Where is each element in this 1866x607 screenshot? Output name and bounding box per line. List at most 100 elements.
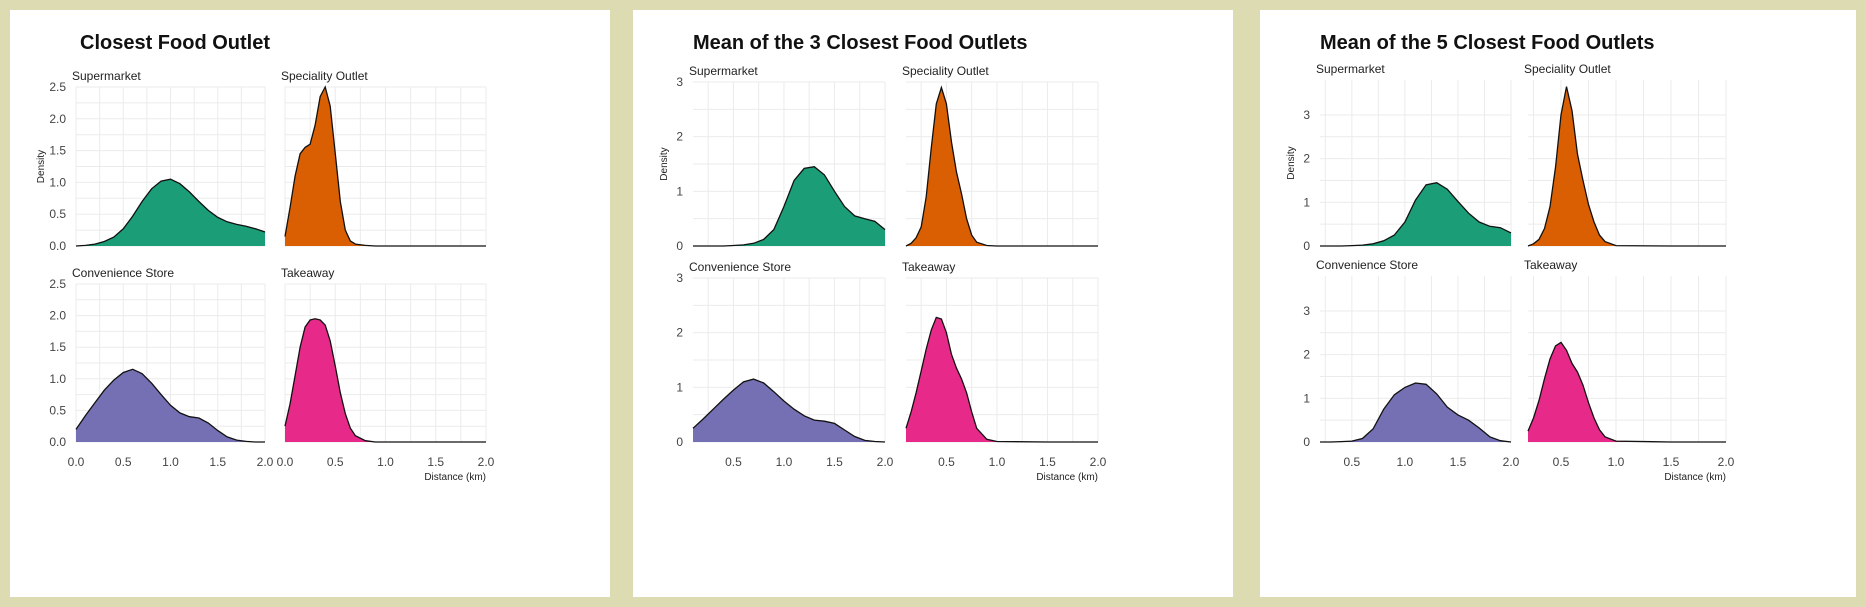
density-area: [906, 317, 1098, 442]
facet-label: Supermarket: [689, 64, 758, 78]
x-tick-label: 2.0: [257, 455, 274, 469]
facet-label: Speciality Outlet: [281, 69, 368, 83]
chart-title: Closest Food Outlet: [80, 32, 270, 54]
x-tick-label: 1.0: [989, 455, 1006, 469]
y-tick-label: 1.5: [49, 340, 66, 354]
y-tick-label: 1.5: [49, 144, 66, 158]
x-tick-label: 1.5: [1039, 455, 1056, 469]
x-tick-label: 2.0: [478, 455, 495, 469]
facet-label: Takeaway: [902, 260, 955, 274]
x-tick-label: 2.0: [1503, 455, 1520, 469]
x-tick-label: 1.5: [1450, 455, 1467, 469]
y-tick-label: 2.5: [49, 80, 66, 94]
y-tick-label: 0.0: [49, 239, 66, 253]
x-tick-label: 2.0: [877, 455, 894, 469]
density-area: [1528, 86, 1726, 246]
facet-chart: Density Distance (km) Supermarket 0 1 2 3 Speci…: [659, 64, 1107, 483]
y-tick-label: 0: [1303, 435, 1310, 449]
x-tick-label: 0.0: [277, 455, 294, 469]
density-area: [285, 87, 486, 246]
y-tick-label: 3: [676, 271, 683, 285]
density-area: [76, 179, 265, 246]
density-line: [1320, 182, 1512, 247]
y-axis-title: Density: [1286, 146, 1297, 179]
density-area: [693, 379, 885, 442]
facet-chart: Density Distance (km) Supermarket 0 1 2 3 Speci…: [1286, 62, 1735, 483]
facet-label: Convenience Store: [689, 260, 791, 274]
chart-panel-mean-3: Mean of the 3 Closest Food Outlets Densi…: [633, 10, 1233, 597]
y-tick-label: 1: [1303, 195, 1310, 209]
y-tick-label: 0.5: [49, 403, 66, 417]
density-line: [75, 368, 265, 443]
y-tick-label: 1: [676, 184, 683, 198]
x-axis-title: Distance (km): [1664, 472, 1726, 483]
density-area: [285, 318, 486, 442]
facet-label: Convenience Store: [1316, 258, 1418, 272]
x-axis-title: Distance (km): [424, 472, 486, 483]
x-tick-label: 2.0: [1718, 455, 1735, 469]
density-line: [693, 166, 886, 247]
density-line: [692, 378, 886, 443]
y-tick-label: 2: [1303, 152, 1310, 166]
chart-title: Mean of the 5 Closest Food Outlets: [1320, 32, 1655, 54]
x-tick-label: 1.0: [1608, 455, 1625, 469]
y-axis-title: Density: [36, 150, 47, 183]
x-tick-label: 1.0: [1397, 455, 1414, 469]
x-tick-label: 1.5: [427, 455, 444, 469]
chart-title: Mean of the 3 Closest Food Outlets: [693, 32, 1028, 54]
density-line: [1527, 86, 1726, 247]
x-tick-label: 1.5: [1663, 455, 1680, 469]
facet-label: Speciality Outlet: [902, 64, 989, 78]
y-tick-label: 1.0: [49, 372, 66, 386]
x-tick-label: 1.5: [826, 455, 843, 469]
x-tick-label: 0.0: [68, 455, 85, 469]
x-tick-label: 0.5: [1553, 455, 1570, 469]
y-tick-label: 2: [676, 326, 683, 340]
facet-label: Convenience Store: [72, 266, 174, 280]
facet-chart: Density Distance (km) Supermarket 0.0 0.5 1.0…: [36, 69, 495, 483]
y-tick-label: 0: [1303, 239, 1310, 253]
density-line: [905, 85, 1098, 247]
x-tick-label: 0.5: [725, 455, 742, 469]
y-tick-label: 2.0: [49, 112, 66, 126]
facet-label: Takeaway: [1524, 258, 1577, 272]
x-tick-label: 1.0: [377, 455, 394, 469]
chart-panel-closest: Closest Food Outlet Density Distance (km)…: [10, 10, 610, 597]
density-line: [905, 316, 1098, 443]
y-tick-label: 2: [676, 130, 683, 144]
y-tick-label: 3: [1303, 108, 1310, 122]
y-tick-label: 2: [1303, 348, 1310, 362]
y-tick-label: 0.0: [49, 435, 66, 449]
x-tick-label: 1.0: [162, 455, 179, 469]
facet-label: Takeaway: [281, 266, 334, 280]
y-tick-label: 0: [676, 435, 683, 449]
x-tick-label: 1.0: [776, 455, 793, 469]
x-tick-label: 0.5: [327, 455, 344, 469]
x-tick-label: 0.5: [938, 455, 955, 469]
chart-panel-mean-5: Mean of the 5 Closest Food Outlets Densi…: [1260, 10, 1856, 597]
density-area: [693, 166, 885, 246]
x-tick-label: 1.5: [209, 455, 226, 469]
density-area: [1320, 182, 1511, 246]
y-tick-label: 2.5: [49, 277, 66, 291]
density-line: [284, 85, 486, 247]
y-tick-label: 1: [1303, 391, 1310, 405]
density-line: [1320, 382, 1512, 443]
x-tick-label: 0.5: [1343, 455, 1360, 469]
facet-label: Speciality Outlet: [1524, 62, 1611, 76]
facet-label: Supermarket: [1316, 62, 1385, 76]
x-tick-label: 2.0: [1090, 455, 1107, 469]
density-line: [75, 178, 266, 247]
facet-label: Supermarket: [72, 69, 141, 83]
density-area: [906, 87, 1098, 246]
x-axis-title: Distance (km): [1036, 472, 1098, 483]
y-tick-label: 1: [676, 380, 683, 394]
y-tick-label: 0.5: [49, 207, 66, 221]
y-tick-label: 2.0: [49, 309, 66, 323]
density-line: [1527, 341, 1726, 443]
density-line: [284, 318, 486, 443]
y-tick-label: 3: [1303, 304, 1310, 318]
density-area: [1528, 342, 1726, 442]
y-tick-label: 3: [676, 75, 683, 89]
y-tick-label: 0: [676, 239, 683, 253]
